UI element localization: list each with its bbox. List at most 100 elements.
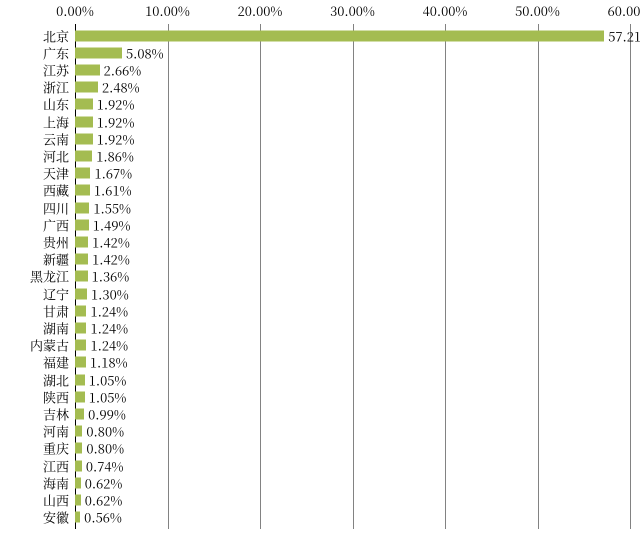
value-label: 1.92%: [93, 129, 135, 148]
bar: [75, 271, 88, 282]
category-label: 河南: [43, 422, 75, 441]
bar-row: 陕西1.05%: [75, 388, 630, 405]
bar-row: 西藏1.61%: [75, 182, 630, 199]
bar: [75, 99, 93, 110]
bar: [75, 322, 86, 333]
value-label: 2.48%: [98, 78, 140, 97]
category-label: 黑龙江: [30, 267, 75, 286]
value-label: 1.24%: [86, 318, 128, 337]
category-label: 湖北: [43, 370, 75, 389]
value-label: 1.55%: [89, 198, 131, 217]
bar: [75, 168, 90, 179]
value-label: 0.62%: [81, 490, 123, 509]
value-label: 1.86%: [92, 146, 134, 165]
value-label: 0.80%: [82, 439, 124, 458]
bar: [75, 219, 89, 230]
value-label: 1.61%: [90, 181, 132, 200]
x-tick-label: 50.00%: [515, 1, 560, 20]
category-label: 福建: [43, 353, 75, 372]
value-label: 2.66%: [100, 60, 142, 79]
value-label: 5.08%: [122, 43, 164, 62]
x-tick-label: 0.00%: [56, 1, 94, 20]
bar-row: 广西1.49%: [75, 216, 630, 233]
bar-row: 河北1.86%: [75, 147, 630, 164]
bar-row: 辽宁1.30%: [75, 285, 630, 302]
category-label: 北京: [43, 26, 75, 45]
bar: [75, 357, 86, 368]
value-label: 1.30%: [87, 284, 129, 303]
category-label: 河北: [43, 146, 75, 165]
bar-row: 广东5.08%: [75, 44, 630, 61]
category-label: 山西: [43, 490, 75, 509]
plot-area: 0.00%10.00%20.00%30.00%40.00%50.00%60.00…: [75, 24, 630, 529]
category-label: 陕西: [43, 387, 75, 406]
value-label: 57.21%: [604, 26, 640, 45]
bar-row: 黑龙江1.36%: [75, 268, 630, 285]
bar-row: 天津1.67%: [75, 165, 630, 182]
bar-row: 山东1.92%: [75, 96, 630, 113]
bar-row: 湖南1.24%: [75, 319, 630, 336]
bar-row: 新疆1.42%: [75, 251, 630, 268]
category-label: 湖南: [43, 318, 75, 337]
category-label: 山东: [43, 95, 75, 114]
category-label: 浙江: [43, 78, 75, 97]
bar-row: 海南0.62%: [75, 474, 630, 491]
value-label: 1.92%: [93, 95, 135, 114]
category-label: 四川: [43, 198, 75, 217]
bar-row: 河南0.80%: [75, 423, 630, 440]
bar: [75, 460, 82, 471]
category-label: 内蒙古: [30, 336, 75, 355]
value-label: 1.42%: [88, 250, 130, 269]
category-label: 广西: [43, 215, 75, 234]
bar: [75, 408, 84, 419]
bar: [75, 443, 82, 454]
value-label: 0.99%: [84, 404, 126, 423]
bar: [75, 288, 87, 299]
value-label: 1.67%: [90, 164, 132, 183]
bar-row: 云南1.92%: [75, 130, 630, 147]
category-label: 安徽: [43, 508, 75, 527]
bar: [75, 82, 98, 93]
gridline: [630, 24, 631, 529]
category-label: 江苏: [43, 60, 75, 79]
value-label: 1.18%: [86, 353, 128, 372]
bar-row: 贵州1.42%: [75, 233, 630, 250]
category-label: 吉林: [43, 404, 75, 423]
x-tick-label: 40.00%: [423, 1, 468, 20]
x-tick-label: 20.00%: [238, 1, 283, 20]
category-label: 重庆: [43, 439, 75, 458]
bar: [75, 305, 86, 316]
value-label: 1.05%: [85, 387, 127, 406]
bar: [75, 185, 90, 196]
bar-row: 北京57.21%: [75, 27, 630, 44]
category-label: 西藏: [43, 181, 75, 200]
bar: [75, 133, 93, 144]
category-label: 广东: [43, 43, 75, 62]
x-tick-label: 10.00%: [145, 1, 190, 20]
category-label: 上海: [43, 112, 75, 131]
bar: [75, 374, 85, 385]
bar: [75, 391, 85, 402]
bar-chart: 0.00%10.00%20.00%30.00%40.00%50.00%60.00…: [0, 0, 640, 533]
bar: [75, 116, 93, 127]
bar: [75, 47, 122, 58]
x-tick-label: 30.00%: [330, 1, 375, 20]
bar: [75, 426, 82, 437]
category-label: 甘肃: [43, 301, 75, 320]
category-label: 天津: [43, 164, 75, 183]
bar-row: 浙江2.48%: [75, 79, 630, 96]
bar: [75, 340, 86, 351]
bar: [75, 236, 88, 247]
bar-row: 内蒙古1.24%: [75, 337, 630, 354]
bar-row: 山西0.62%: [75, 491, 630, 508]
category-label: 新疆: [43, 250, 75, 269]
value-label: 1.92%: [93, 112, 135, 131]
bar: [75, 202, 89, 213]
value-label: 1.24%: [86, 301, 128, 320]
category-label: 云南: [43, 129, 75, 148]
value-label: 0.80%: [82, 422, 124, 441]
bar-row: 湖北1.05%: [75, 371, 630, 388]
bar: [75, 30, 604, 41]
value-label: 0.56%: [80, 508, 122, 527]
bar-row: 重庆0.80%: [75, 440, 630, 457]
